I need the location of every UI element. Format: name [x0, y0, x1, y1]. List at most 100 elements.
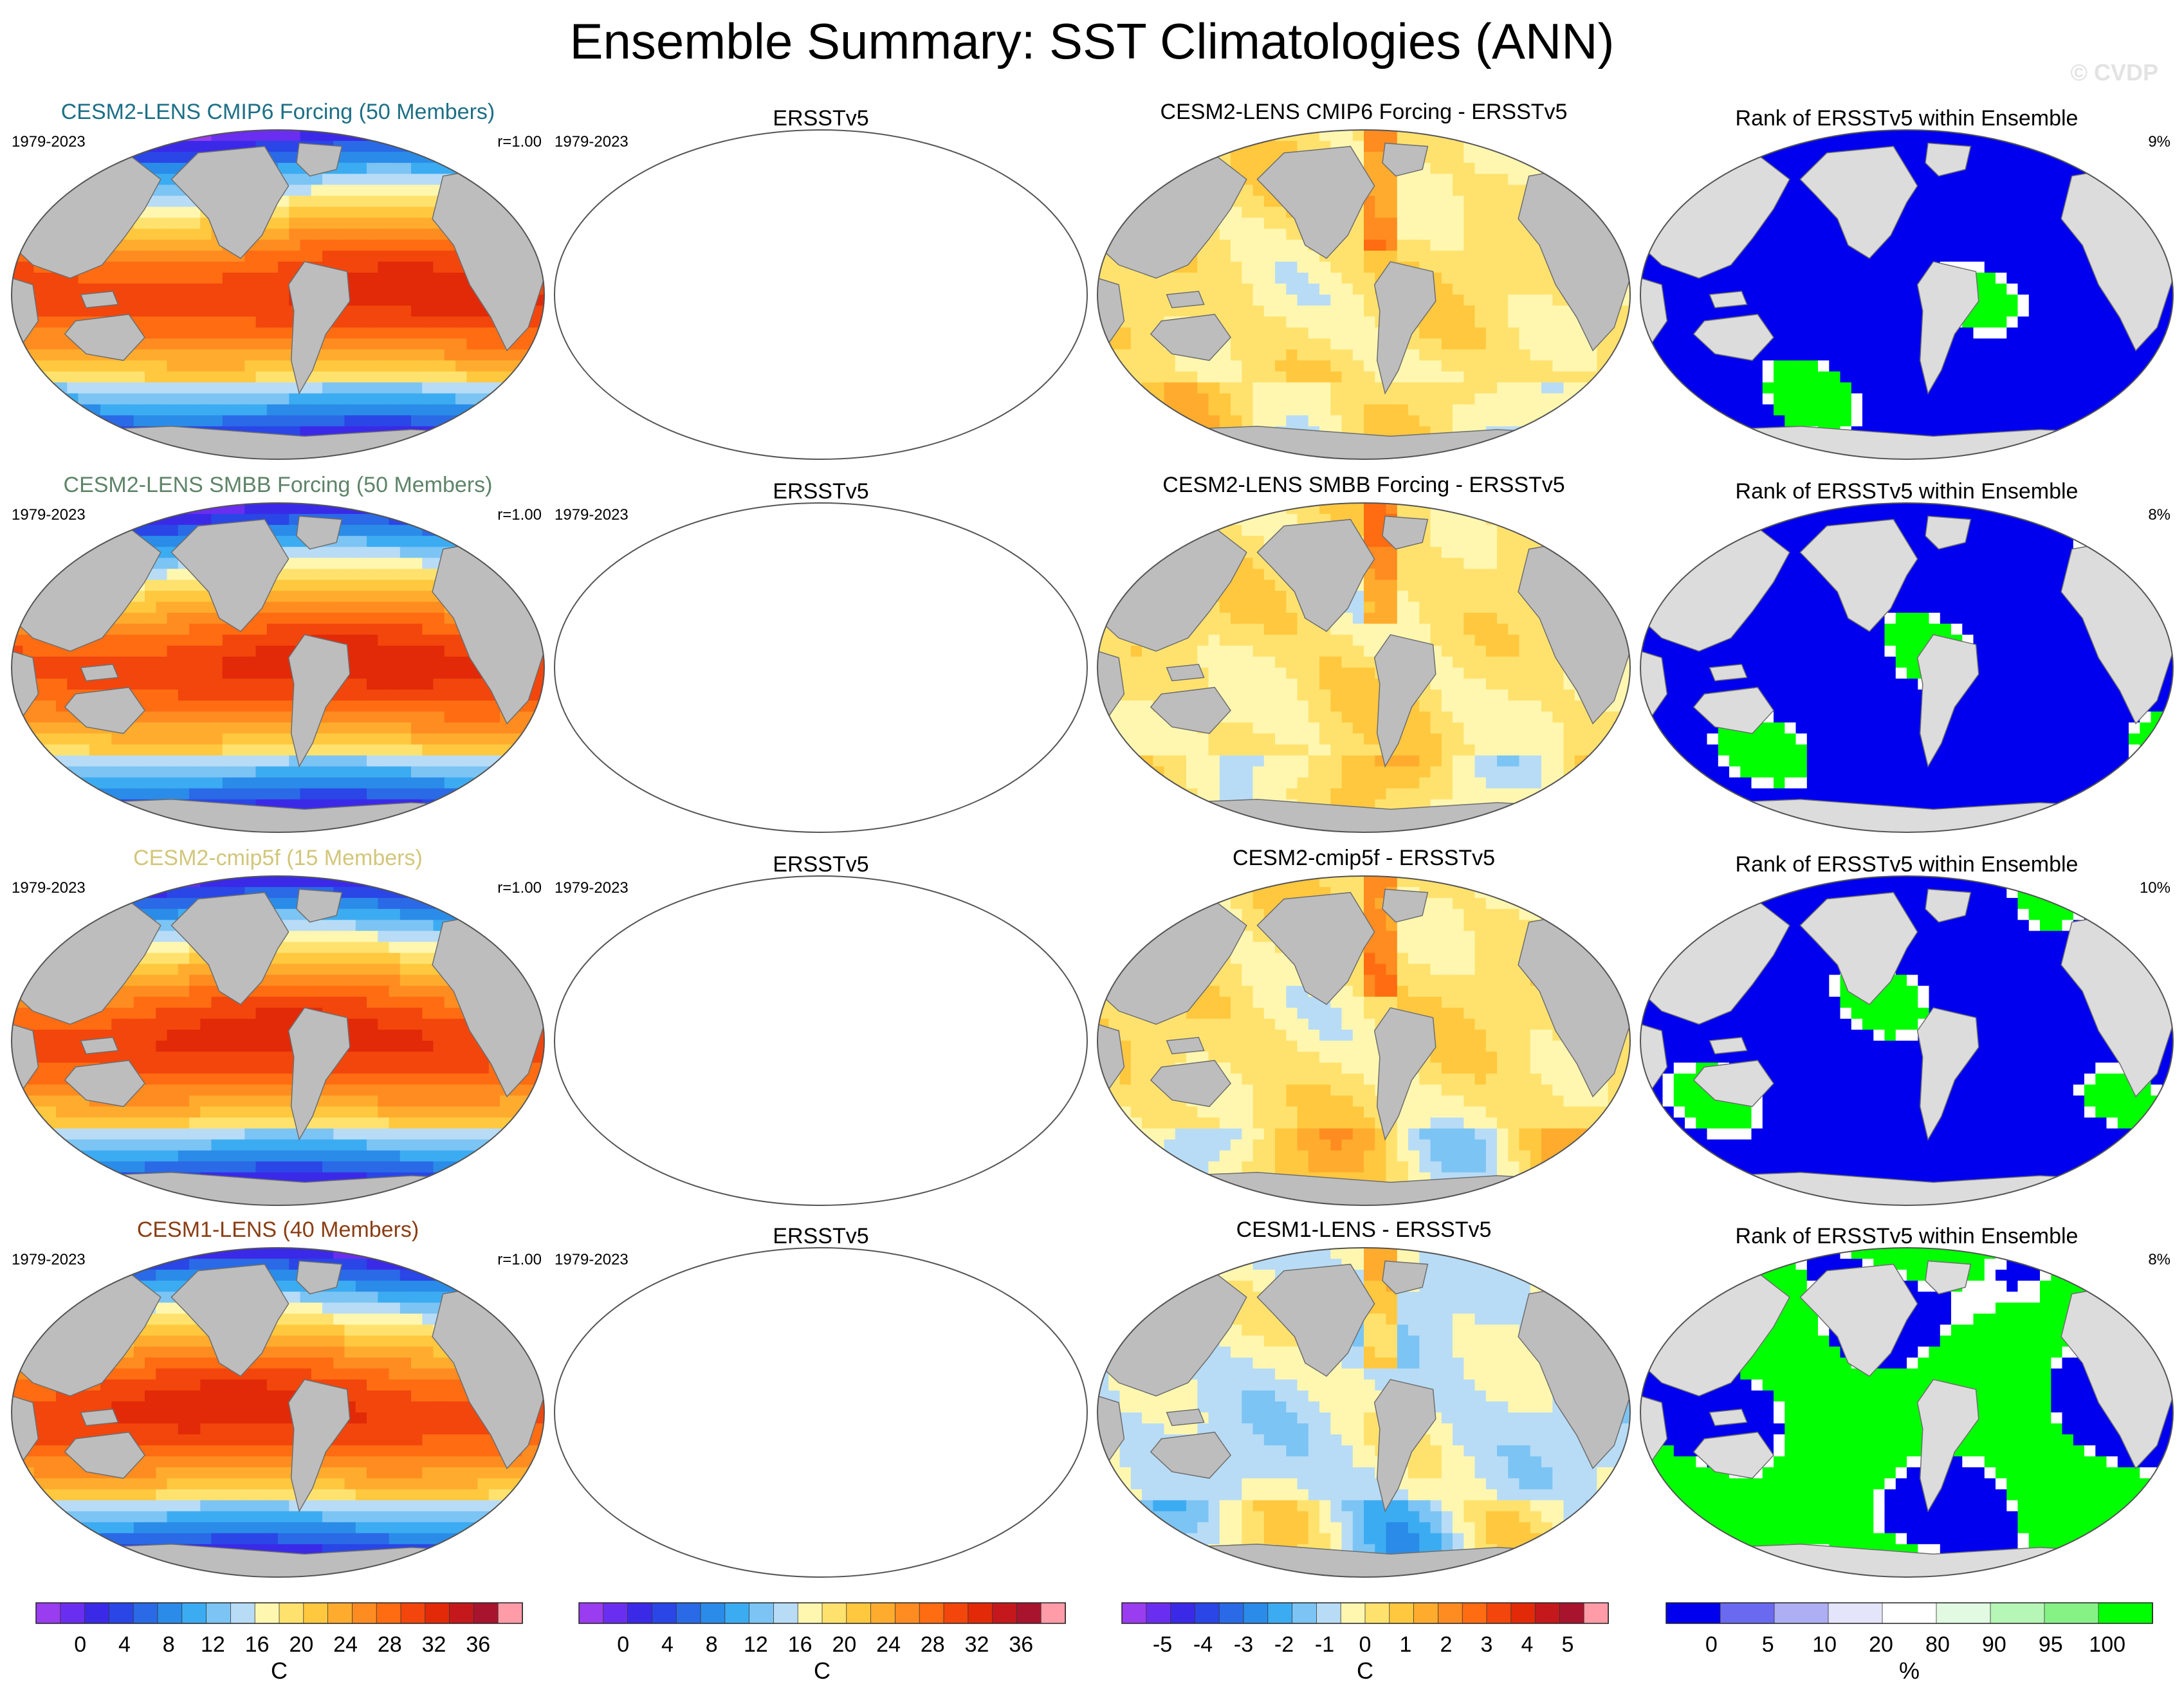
map-field-sst [555, 876, 1088, 1206]
land-mass [840, 1261, 885, 1294]
colorbar-swatch [1720, 1602, 1775, 1624]
map-field-sst [12, 503, 544, 832]
colorbar-tick-label: -4 [1193, 1632, 1213, 1657]
colorbar-swatch [303, 1602, 329, 1624]
colorbar-tick-label: 32 [965, 1632, 989, 1657]
map-outline [1640, 875, 2174, 1206]
land-mass [296, 1260, 343, 1295]
colorbar-swatch [84, 1602, 110, 1624]
colorbar-tick-label: 80 [1925, 1632, 1950, 1657]
map-panel-sst-2 [554, 875, 1088, 1206]
land-mass [64, 313, 145, 361]
colorbar-swatch [327, 1602, 353, 1624]
map-outline [11, 1247, 545, 1578]
colorbar-swatch [1437, 1602, 1464, 1624]
map-panel-sst-2 [11, 875, 545, 1206]
colorbar-swatch [1413, 1602, 1439, 1624]
colorbar-swatch [1146, 1602, 1171, 1624]
land-mass [608, 1432, 688, 1479]
map-field-diff [1097, 1248, 1630, 1577]
colorbar-swatch [1218, 1602, 1244, 1624]
map-field-sst [555, 503, 1088, 833]
map-outline [554, 875, 1088, 1206]
colorbar-1: 0 4 8 12 16 20 24 28 32 36 C [578, 1602, 1066, 1684]
colorbar-swatch [1316, 1602, 1342, 1624]
colorbar-swatch [943, 1602, 969, 1624]
colorbar-swatch [1040, 1602, 1066, 1624]
land-mass [64, 1431, 145, 1479]
colorbar-tick-label: 2 [1440, 1632, 1453, 1657]
land-mass [80, 664, 119, 682]
colorbar-swatch [279, 1602, 304, 1624]
land-mass [840, 516, 885, 549]
land-mass [1382, 142, 1429, 177]
obs-years: 1979-2023 [555, 879, 629, 897]
colorbar-swatch [895, 1602, 921, 1624]
map-panel-sst-3 [11, 1247, 545, 1578]
colorbar-swatch [449, 1602, 475, 1624]
land-mass [288, 260, 351, 395]
land-mass [1693, 1431, 1774, 1479]
land-mass [555, 799, 1087, 832]
map-field-rank [1640, 876, 2173, 1205]
colorbar-swatch [1535, 1602, 1561, 1624]
land-mass [170, 891, 289, 1005]
colorbar-swatch [1583, 1602, 1609, 1624]
rank-percent: 10% [2140, 879, 2170, 897]
pattern-correlation: r=1.00 [497, 879, 542, 897]
map-field-diff [1097, 503, 1630, 832]
land-mass [1256, 891, 1375, 1005]
colorbar-swatch [1828, 1602, 1883, 1624]
colorbar-tick-label: 36 [466, 1632, 490, 1657]
land-mass [1166, 1409, 1205, 1427]
obs-years: 1979-2023 [555, 1251, 629, 1268]
colorbar-swatch [1990, 1602, 2045, 1624]
colorbar-swatch [821, 1602, 847, 1624]
colorbar-swatch [968, 1602, 993, 1624]
land-mass [832, 635, 893, 767]
colorbar-swatch [1243, 1602, 1269, 1624]
colorbar-swatch [400, 1602, 426, 1624]
colorbar-swatch [700, 1602, 726, 1624]
map-outline [1097, 129, 1631, 460]
colorbar-swatch [1340, 1602, 1366, 1624]
colorbar-tick-label: 4 [1521, 1632, 1534, 1657]
map-panel-rank-0 [1640, 129, 2174, 460]
land-mass [714, 520, 831, 632]
map-field-sst [555, 130, 1088, 460]
colorbar-swatch [133, 1602, 158, 1624]
land-mass [1709, 291, 1748, 309]
colorbar-tick-label: 10 [1812, 1632, 1837, 1657]
colorbar-tick-label: 100 [2089, 1632, 2125, 1657]
colorbar-swatch [473, 1602, 499, 1624]
land-mass [624, 664, 661, 681]
land-mass [288, 634, 351, 768]
land-mass [555, 278, 581, 347]
colorbar-swatch [230, 1602, 256, 1624]
obs-years: 1979-2023 [555, 506, 629, 524]
model-title: CESM2-LENS CMIP6 Forcing (50 Members) [61, 100, 495, 124]
pattern-correlation: r=1.00 [497, 1251, 542, 1268]
map-field-rank [1640, 503, 2173, 832]
land-mass [1373, 260, 1436, 395]
colorbar-tick-label: 0 [74, 1632, 86, 1657]
land-mass [1256, 518, 1375, 632]
colorbar-tick-label: 3 [1481, 1632, 1493, 1657]
colorbar-unit: % [1899, 1657, 1920, 1684]
colorbar-swatch [1121, 1602, 1147, 1624]
colorbar-swatch [108, 1602, 134, 1624]
colorbar-swatch [846, 1602, 872, 1624]
land-mass [296, 515, 343, 550]
land-mass [832, 262, 893, 394]
land-mass [1925, 888, 1972, 923]
colorbar-tick-label: 1 [1400, 1632, 1412, 1657]
obs-title: ERSSTv5 [773, 1224, 868, 1248]
land-mass [1373, 1378, 1436, 1513]
land-mass [555, 1173, 1087, 1205]
colorbar-tick-label: -3 [1234, 1632, 1253, 1657]
colorbar-swatch [919, 1602, 944, 1624]
land-mass [832, 1380, 893, 1511]
land-mass [1916, 1378, 1979, 1513]
colorbar-swatch [254, 1602, 280, 1624]
map-outline [1640, 129, 2174, 460]
